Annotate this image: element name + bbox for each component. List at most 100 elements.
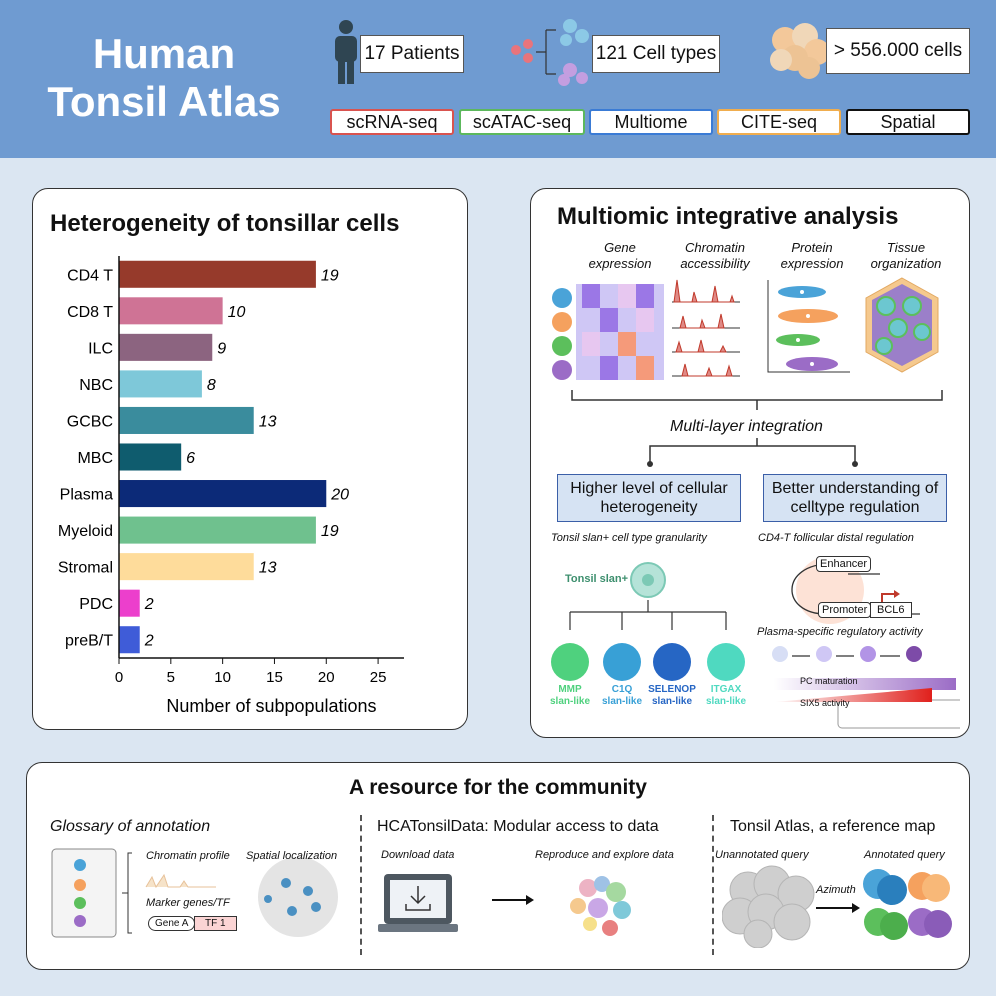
category-label: ILC [88,340,113,357]
split-connector [649,438,856,462]
notebook-icon [51,848,117,938]
cell-types-count: 121 Cell types [592,35,720,73]
value-label: 13 [259,413,277,430]
six5-label: SIX5 activity [800,698,850,708]
value-label: 19 [321,523,339,540]
chromatin-tracks [672,279,740,377]
download-label: Download data [381,849,455,861]
x-tick-label: 0 [115,669,123,686]
value-label: 2 [144,596,154,613]
bar-preb-t [119,626,140,654]
bar-gcbc [119,406,254,434]
divider-1 [360,815,362,955]
cell-orange [552,312,572,332]
col-protein-expression: Protein expression [780,240,844,271]
value-label: 13 [259,560,277,577]
bar-myeloid [119,516,316,544]
gene-a-tag: Gene A [148,916,196,931]
multiomic-illustration [552,277,943,467]
bar-ilc [119,333,213,361]
hca-heading: HCATonsilData: Modular access to data [377,818,659,835]
atlas-illustration [722,865,952,948]
unannotated-cells [722,865,815,948]
pc-maturation-cells [772,646,922,662]
patients-count: 17 Patients [360,35,464,73]
root-cell-label: Tonsil slan+ [565,573,629,585]
tf1-tag: TF 1 [194,916,237,931]
category-label: preB/T [65,633,113,650]
umap-plot [570,876,631,936]
multiomic-panel [530,188,970,738]
col-gene-expression: Gene expression [588,240,652,271]
bar-nbc [119,370,202,398]
category-label: Myeloid [58,523,113,540]
category-label: CD8 T [67,304,113,321]
community-panel [26,762,970,970]
mmp-cell-icon [551,643,589,681]
slan-tree [551,562,745,681]
category-label: Plasma [60,487,113,504]
category-label: MBC [77,450,113,467]
bar-mbc [119,443,182,471]
glossary-heading: Glossary of annotation [50,818,211,835]
reproduce-label: Reproduce and explore data [535,849,674,861]
c1q-cell-icon [603,643,641,681]
value-label: 10 [228,304,246,321]
plasma-caption: Plasma-specific regulatory activity [757,626,923,638]
annotated-cells [863,869,952,940]
category-label: GCBC [67,413,113,430]
leaf-c1q: C1Q slan-like [601,684,643,707]
cell-blue [552,288,572,308]
cells-count: > 556.000 cells [826,28,970,74]
cell-types-icon [511,19,589,86]
download-icon [405,886,431,911]
value-label: 19 [321,267,339,284]
selenop-cell-icon [653,643,691,681]
bar-cd8-t [119,297,223,325]
hca-illustration [378,874,631,936]
x-tick-label: 15 [266,669,283,686]
title-line-2: Tonsil Atlas [47,78,281,125]
col-tissue-organization: Tissue organization [870,240,942,271]
value-label: 6 [186,450,195,467]
leaf-itgax: ITGAX slan-like [705,684,747,707]
assay-multiome: Multiome [589,109,713,135]
value-label: 9 [217,340,226,357]
divider-2 [712,815,714,955]
promoter-label: Promoter [818,602,872,618]
x-tick-label: 5 [167,669,175,686]
value-label: 20 [330,487,349,504]
x-tick-label: 10 [214,669,231,686]
gene-expression-heatmap [576,284,664,380]
community-title: A resource for the community [349,776,647,799]
regulation-box: Better understanding of celltype regulat… [763,474,947,522]
assay-spatial: Spatial [846,109,970,135]
protein-violins [767,280,850,373]
col-chromatin-accessibility: Chromatin accessibility [680,240,750,271]
atlas-heading: Tonsil Atlas, a reference map [730,818,936,835]
heterogeneity-title: Heterogeneity of tonsillar cells [50,210,400,237]
spatial-localization-label: Spatial localization [246,850,338,862]
regulation-diagram [772,556,960,729]
category-label: CD4 T [67,267,113,284]
integration-label: Multi-layer integration [670,418,823,435]
cell-green [552,336,572,356]
assay-scatac-seq: scATAC-seq [459,109,585,135]
category-label: PDC [79,596,113,613]
annotated-label: Annotated query [864,849,945,861]
assay-cite-seq: CITE-seq [717,109,841,135]
chromatin-profile-label: Chromatin profile [146,850,230,862]
x-axis-label: Number of subpopulations [166,696,376,716]
marker-genes-label: Marker genes/TF [146,897,230,909]
page-title: Human Tonsil Atlas [34,30,294,126]
title-line-1: Human [92,30,236,77]
bar-pdc [119,589,140,617]
heterogeneity-box: Higher level of cellular heterogeneity [557,474,741,522]
bcl6-gene-label: BCL6 [870,602,912,618]
integration-bracket [571,390,943,410]
tissue-organization-map [865,277,939,373]
cd4-caption: CD4-T follicular distal regulation [758,532,914,544]
leaf-mmp: MMP slan-like [549,684,591,707]
multiomic-title: Multiomic integrative analysis [557,203,899,230]
glossary-illustration [51,848,338,938]
